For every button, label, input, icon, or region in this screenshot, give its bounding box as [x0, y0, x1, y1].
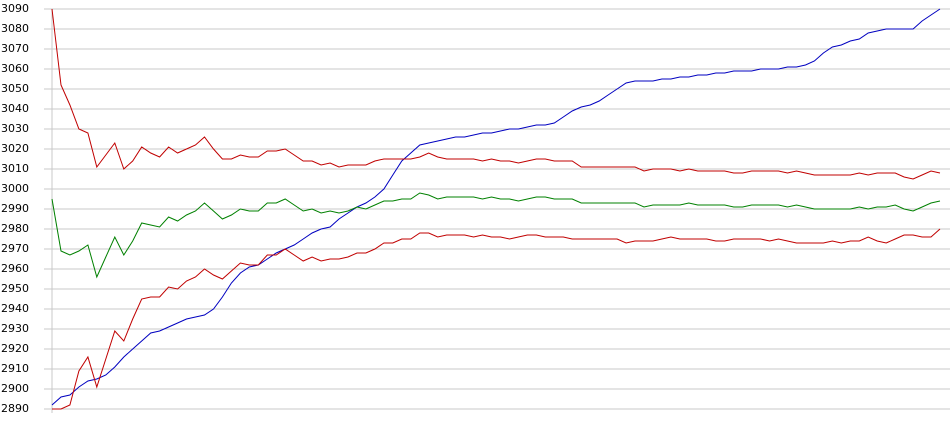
y-tick-label: 3050	[1, 82, 29, 95]
y-tick-label: 3000	[1, 182, 29, 195]
y-tick-label: 2900	[1, 382, 29, 395]
y-tick-label: 3060	[1, 62, 29, 75]
y-tick-label: 3040	[1, 102, 29, 115]
y-tick-label: 3070	[1, 42, 29, 55]
y-tick-label: 2980	[1, 222, 29, 235]
y-tick-label: 3030	[1, 122, 29, 135]
y-tick-label: 2940	[1, 302, 29, 315]
y-tick-label: 3020	[1, 142, 29, 155]
y-tick-label: 2970	[1, 242, 29, 255]
series-line	[51, 8, 941, 406]
y-tick-label: 3090	[1, 2, 29, 15]
y-tick-label: 3080	[1, 22, 29, 35]
series-line	[52, 228, 941, 410]
y-tick-label: 2930	[1, 322, 29, 335]
series-line	[51, 192, 941, 279]
y-tick-label: 2910	[1, 362, 29, 375]
y-tick-label: 2950	[1, 282, 29, 295]
y-tick-label: 2960	[1, 262, 29, 275]
y-tick-label: 2920	[1, 342, 29, 355]
y-tick-label: 2890	[1, 402, 29, 415]
y-tick-label: 2990	[1, 202, 29, 215]
y-tick-label: 3010	[1, 162, 29, 175]
series-line	[51, 8, 941, 180]
